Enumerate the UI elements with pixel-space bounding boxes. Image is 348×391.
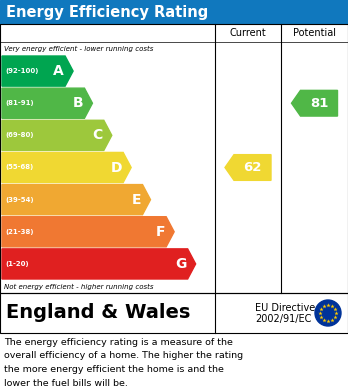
Text: England & Wales: England & Wales	[6, 303, 190, 323]
Polygon shape	[292, 90, 338, 116]
Text: F: F	[156, 225, 165, 239]
Text: Current: Current	[230, 28, 266, 38]
Text: 2002/91/EC: 2002/91/EC	[255, 314, 311, 324]
Text: (1-20): (1-20)	[5, 261, 29, 267]
Text: 62: 62	[243, 161, 262, 174]
Text: the more energy efficient the home is and the: the more energy efficient the home is an…	[4, 365, 224, 374]
Text: A: A	[53, 64, 64, 78]
Bar	[0, 24, 348, 293]
Text: lower the fuel bills will be.: lower the fuel bills will be.	[4, 378, 128, 387]
Text: (39-54): (39-54)	[5, 197, 34, 203]
Bar	[0, 0, 348, 24]
Text: E: E	[132, 193, 142, 206]
Text: B: B	[73, 96, 84, 110]
Polygon shape	[225, 155, 271, 180]
Text: 81: 81	[310, 97, 328, 110]
Text: D: D	[111, 160, 122, 174]
Bar	[0, 293, 348, 333]
Text: The energy efficiency rating is a measure of the: The energy efficiency rating is a measur…	[4, 338, 233, 347]
Text: (81-91): (81-91)	[5, 100, 34, 106]
Text: Potential: Potential	[293, 28, 336, 38]
Text: overall efficiency of a home. The higher the rating: overall efficiency of a home. The higher…	[4, 352, 243, 361]
Polygon shape	[2, 185, 150, 215]
Polygon shape	[2, 120, 112, 151]
Polygon shape	[2, 56, 73, 86]
Text: G: G	[175, 257, 187, 271]
Text: Not energy efficient - higher running costs: Not energy efficient - higher running co…	[4, 283, 153, 290]
Text: Energy Efficiency Rating: Energy Efficiency Rating	[6, 5, 208, 20]
Text: Very energy efficient - lower running costs: Very energy efficient - lower running co…	[4, 45, 153, 52]
Polygon shape	[2, 249, 196, 279]
Polygon shape	[2, 152, 131, 183]
Bar	[0, 24, 348, 42]
Circle shape	[315, 300, 341, 326]
Text: (69-80): (69-80)	[5, 133, 33, 138]
Polygon shape	[2, 217, 174, 247]
Text: (55-68): (55-68)	[5, 165, 33, 170]
Text: EU Directive: EU Directive	[255, 303, 315, 313]
Text: C: C	[93, 128, 103, 142]
Text: (92-100): (92-100)	[5, 68, 38, 74]
Polygon shape	[2, 88, 93, 118]
Text: (21-38): (21-38)	[5, 229, 33, 235]
